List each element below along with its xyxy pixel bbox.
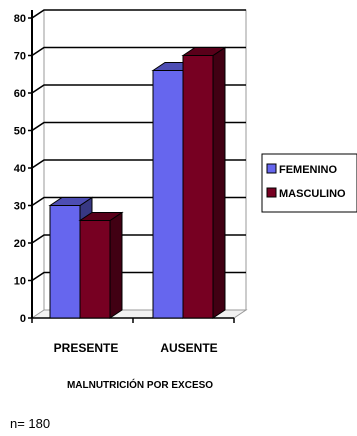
category-label: AUSENTE	[160, 341, 217, 355]
category-label: PRESENTE	[54, 341, 119, 355]
legend-swatch	[266, 187, 277, 198]
y-tick-label: 70	[14, 51, 26, 63]
gridline	[31, 9, 246, 19]
y-tick-label: 80	[14, 13, 26, 25]
y-tick-label: 40	[14, 163, 26, 175]
gridline	[31, 46, 246, 57]
bar-masculino-ausente	[181, 46, 227, 319]
bar-front-face	[182, 55, 214, 319]
legend: FEMENINO MASCULINO	[261, 153, 357, 213]
y-tick-label: 10	[14, 276, 26, 288]
x-axis-title: MALNUTRICIÓN POR EXCESO	[67, 378, 213, 391]
y-axis-ticks: 0 10 20 30 40 50 60 70 80	[14, 13, 32, 325]
bar-front-face	[152, 70, 184, 319]
legend-label: FEMENINO	[279, 164, 338, 176]
y-tick-label: 60	[14, 88, 26, 100]
y-tick-label: 50	[14, 126, 26, 138]
bar-front-face	[79, 220, 111, 319]
y-tick-label: 30	[14, 201, 26, 213]
y-tick-label: 0	[20, 313, 26, 325]
sample-size-note: n= 180	[10, 416, 51, 431]
legend-box	[261, 153, 357, 213]
legend-swatch	[266, 163, 277, 174]
bar-masculino-presente	[78, 211, 124, 319]
y-tick-label: 20	[14, 238, 26, 250]
bar-side-face	[212, 46, 226, 319]
bar-side-face	[109, 211, 123, 319]
bars	[48, 46, 227, 319]
x-axis-category-labels: PRESENTE AUSENTE	[54, 341, 218, 355]
bar-front-face	[49, 205, 81, 319]
legend-label: MASCULINO	[279, 188, 346, 200]
